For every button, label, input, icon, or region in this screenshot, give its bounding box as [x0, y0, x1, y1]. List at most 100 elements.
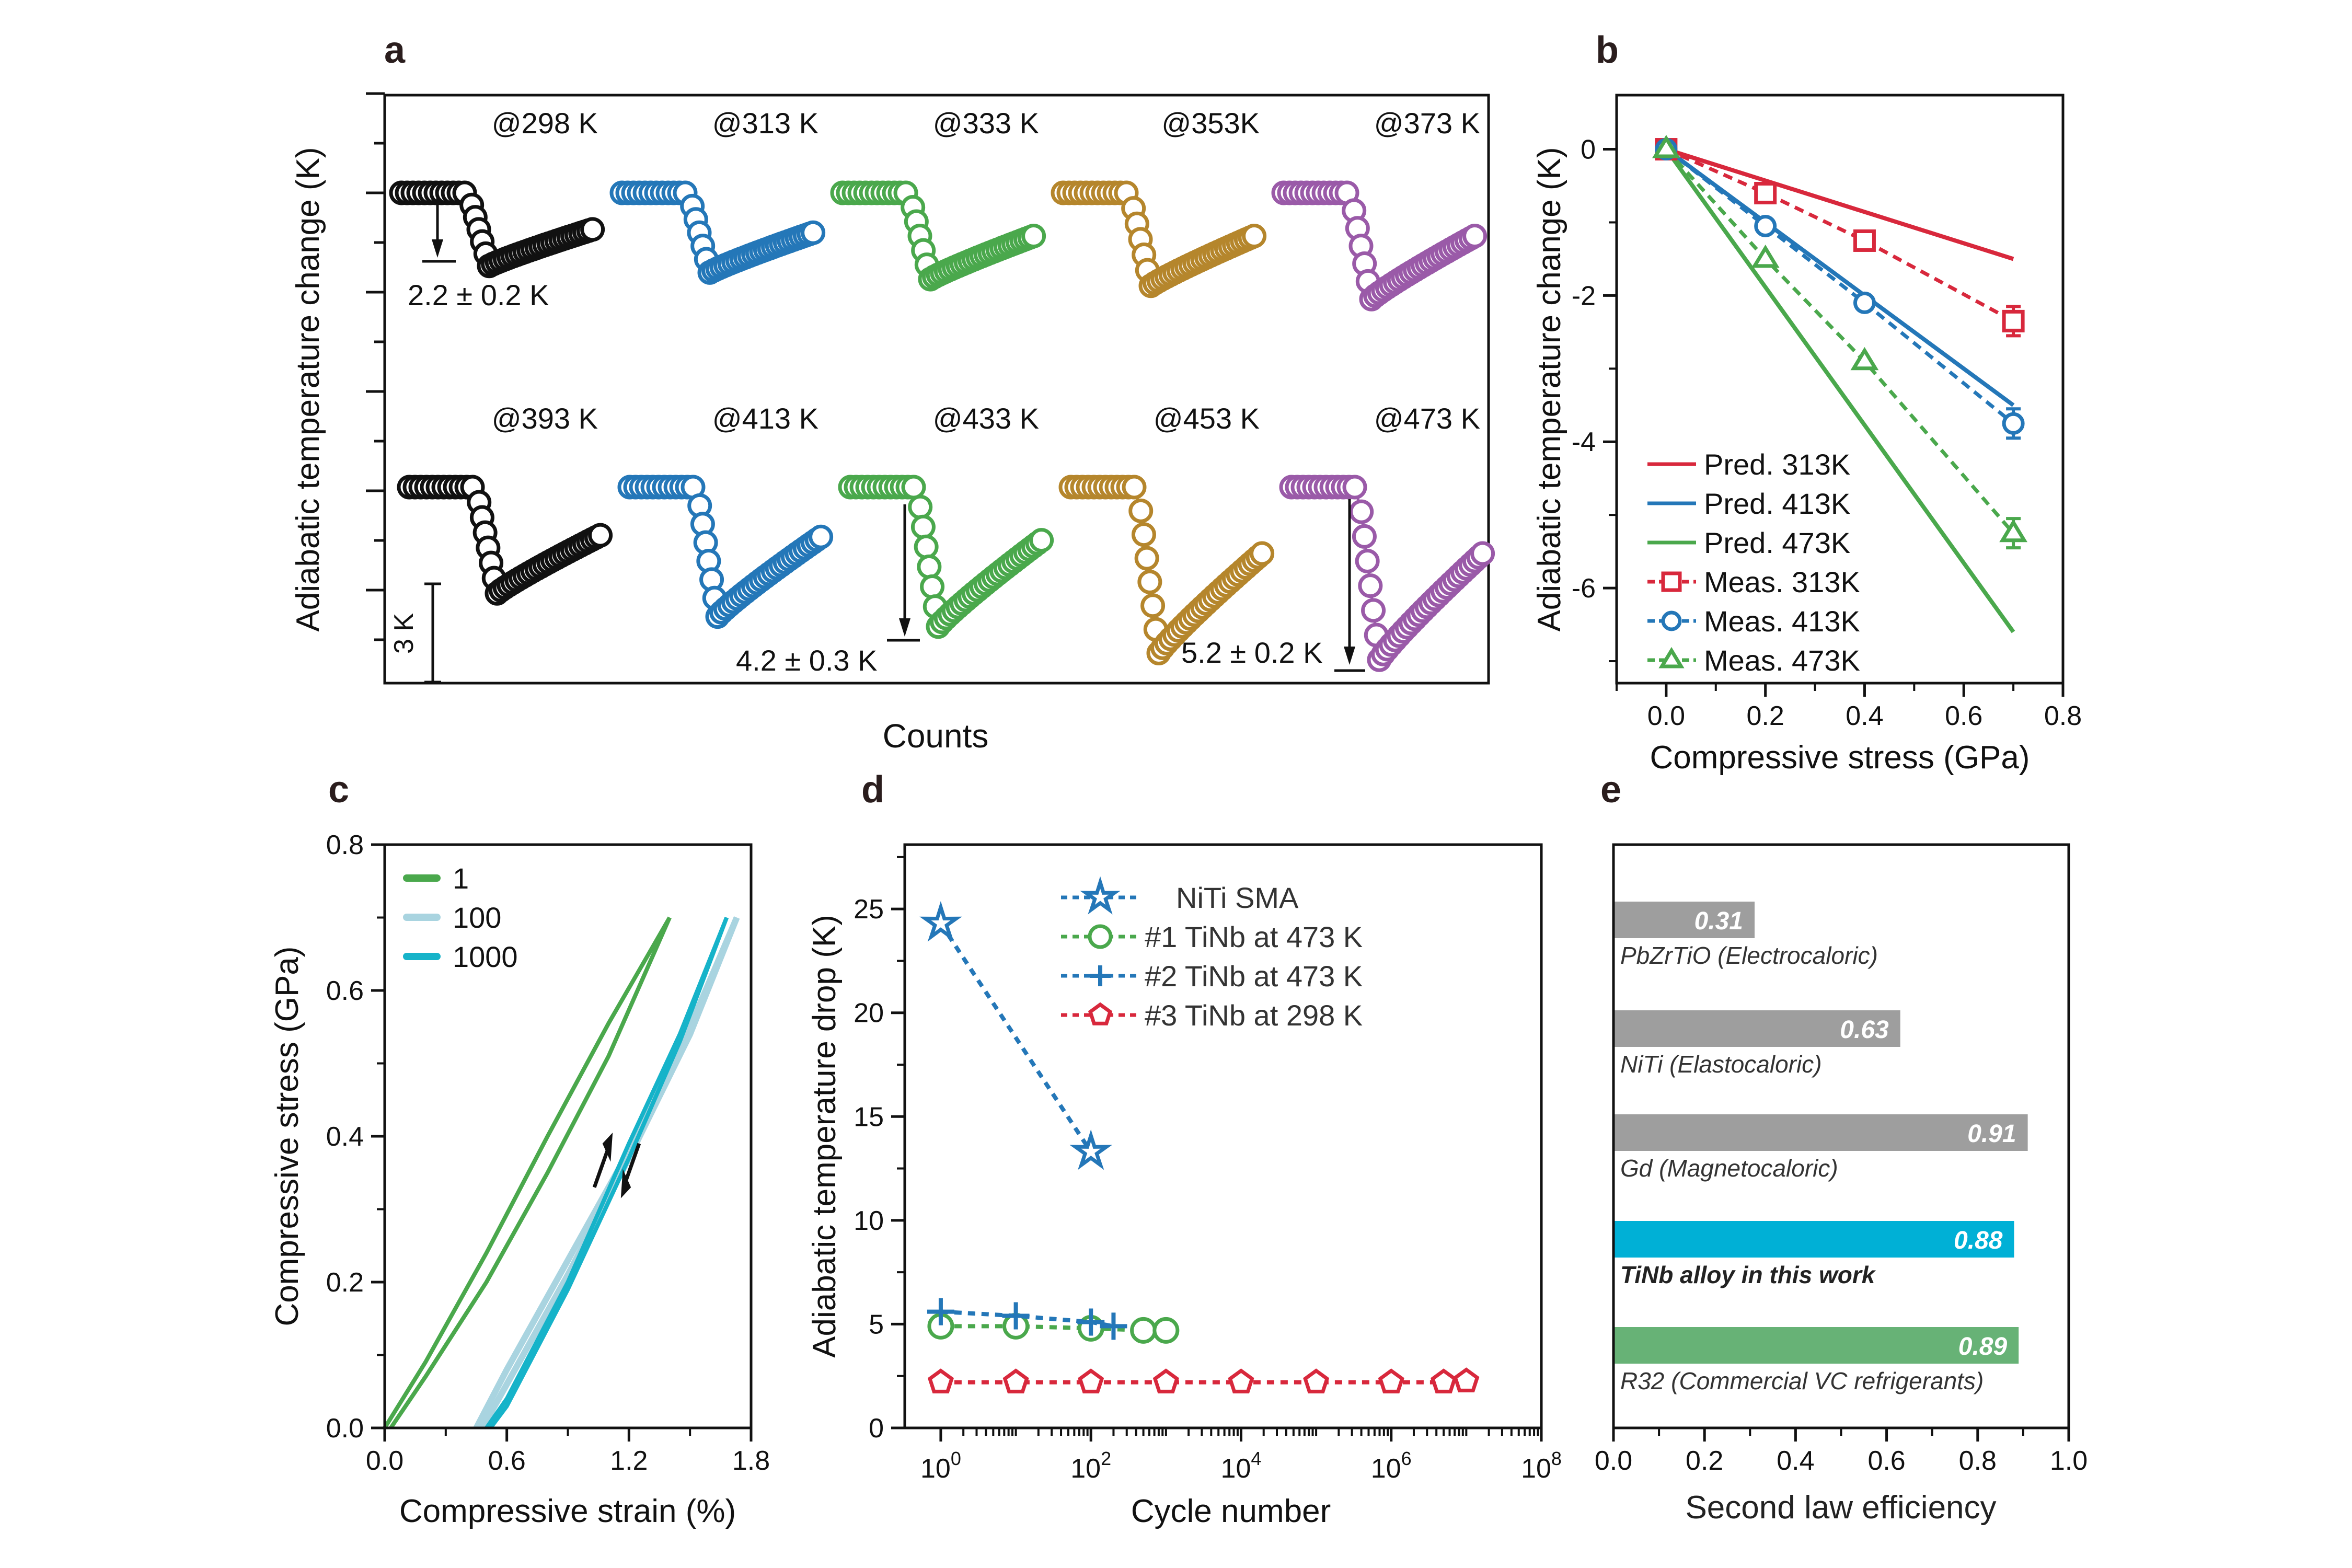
y-tick-label: 0.0 — [326, 1413, 364, 1444]
y-axis-label: Compressive stress (GPa) — [269, 947, 305, 1327]
y-axis-label: Adiabatic temperature change (K) — [290, 147, 326, 631]
data-point — [1131, 522, 1156, 547]
arrow-head-icon — [432, 239, 443, 258]
arrow-head-icon — [620, 1169, 631, 1198]
legend-item: Pred. 313K — [1647, 448, 1850, 481]
x-tick-label: 102 — [1070, 1448, 1111, 1484]
subplot-453K: @453 K — [1058, 402, 1275, 665]
data-point — [588, 523, 613, 548]
legend-item: #1 TiNb at 473 K — [1061, 920, 1363, 953]
data-point — [927, 1298, 954, 1325]
data-point — [1358, 573, 1383, 598]
y-tick-label: 15 — [854, 1102, 884, 1132]
panel-letter-d: d — [861, 769, 884, 811]
series-line — [1664, 148, 2015, 633]
subplot-temperature-label: @353K — [1161, 107, 1260, 140]
x-tick-label: 0.8 — [1959, 1446, 1997, 1476]
x-tick-label: 1.2 — [610, 1446, 648, 1476]
data-point — [580, 217, 605, 242]
legend-label: Pred. 473K — [1704, 526, 1850, 559]
y-axis-label: Adiabatic temperature change (K) — [1531, 147, 1567, 631]
data-point — [1342, 475, 1367, 500]
y-tick-label: 0.8 — [326, 830, 364, 860]
legend-item: Meas. 413K — [1647, 605, 1860, 638]
panel-letter-b: b — [1596, 29, 1619, 71]
data-point — [1355, 549, 1380, 574]
data-point — [1999, 518, 2028, 543]
panel-d: NiTi SMA #1 TiNb at 473 K #2 TiNb at 473 K… — [806, 843, 1543, 1529]
legend-label: 100 — [453, 901, 501, 934]
hysteresis-arrows — [592, 1133, 641, 1198]
scale-bar — [424, 582, 441, 684]
subplot-473K: @473 K — [1279, 402, 1495, 672]
bar-value-label: 0.31 — [1694, 907, 1743, 935]
data-point — [1122, 475, 1147, 500]
data-point — [1002, 1368, 1029, 1393]
bar-group: 0.89 R32 (Commercial VC refrigerants) — [1615, 1327, 2019, 1394]
legend-label: 1 — [453, 862, 469, 895]
bar-category-label: NiTi (Elastocaloric) — [1620, 1051, 1822, 1078]
bar — [1615, 1221, 2014, 1258]
x-axis: 0.0 0.6 1.2 1.8 — [366, 1428, 770, 1476]
tick-exponent: 4 — [1251, 1448, 1261, 1469]
bar-category-label: R32 (Commercial VC refrigerants) — [1620, 1367, 1984, 1394]
subplot-temperature-label: @298 K — [492, 107, 598, 140]
panel-letter-c: c — [328, 769, 349, 811]
unloading-arrow — [623, 1143, 641, 1184]
bar-value-label: 0.63 — [1840, 1016, 1889, 1044]
legend-marker — [1661, 610, 1682, 631]
x-tick-label: 0.0 — [1595, 1446, 1632, 1476]
bar — [1615, 1327, 2019, 1364]
subplot-313K: @313 K — [609, 107, 826, 285]
legend-marker — [1090, 965, 1111, 986]
drop-annotation: 5.2 ± 0.2 K — [1181, 636, 1322, 669]
legend-marker — [1080, 876, 1121, 915]
legend-label: Meas. 473K — [1704, 644, 1860, 677]
legend-marker — [1088, 1002, 1113, 1025]
legend-label: 1000 — [453, 940, 518, 973]
y-axis: 0 5 10 15 20 25 — [854, 856, 905, 1444]
subplot-433K: @433 K — [838, 402, 1054, 639]
data-point — [1021, 224, 1046, 249]
bar-value-label: 0.89 — [1958, 1333, 2008, 1361]
legend-label: Pred. 313K — [1704, 448, 1850, 481]
tick-base: 10 — [1221, 1454, 1251, 1484]
x-tick-label: 0.2 — [1686, 1446, 1723, 1476]
y-tick-label: 5 — [869, 1309, 884, 1340]
legend-label: #1 TiNb at 473 K — [1145, 920, 1363, 953]
subplot-temperature-label: @473 K — [1374, 402, 1480, 435]
data-point — [1751, 244, 1780, 268]
panel-d-frame — [903, 843, 1543, 1429]
series-cycle-1000 — [485, 917, 729, 1429]
x-axis: 100 102 104 106 108 — [920, 1428, 1562, 1484]
legend-label: NiTi SMA — [1176, 881, 1299, 914]
data-point — [1853, 229, 1876, 252]
data-point — [1134, 546, 1159, 571]
loading-curve — [485, 917, 729, 1429]
legend-item: 1 — [403, 862, 469, 895]
x-tick-label: 0.6 — [1867, 1446, 1905, 1476]
data-point — [1137, 569, 1162, 594]
legend-item: 100 — [403, 901, 501, 934]
legend-item: Meas. 313K — [1647, 566, 1860, 598]
data-point — [1152, 1317, 1180, 1344]
y-tick-label: 0 — [869, 1413, 884, 1444]
x-tick-label: 0.4 — [1846, 701, 1883, 731]
bar-value-label: 0.88 — [1954, 1227, 2003, 1254]
series-pentagon — [927, 1367, 1480, 1393]
arrow-head-icon — [602, 1133, 613, 1162]
data-point — [1100, 1312, 1127, 1340]
arrow-head-icon — [1344, 647, 1355, 665]
data-point — [1002, 1302, 1030, 1330]
bar-value-label: 0.91 — [1967, 1120, 2016, 1148]
bar — [1615, 1114, 2028, 1151]
y-axis: 0 -2 -4 -6 — [1572, 135, 1617, 663]
y-tick-label: 0.2 — [326, 1267, 364, 1298]
legend-marker — [1661, 571, 1682, 592]
panel-c: 1 100 1000 Compressive strain (%) Compressiv… — [269, 843, 753, 1529]
legend-item: Pred. 413K — [1647, 487, 1850, 520]
data-point — [1152, 1368, 1179, 1393]
bar — [1615, 1010, 1900, 1047]
subplot-413K: @413 K — [617, 402, 834, 629]
